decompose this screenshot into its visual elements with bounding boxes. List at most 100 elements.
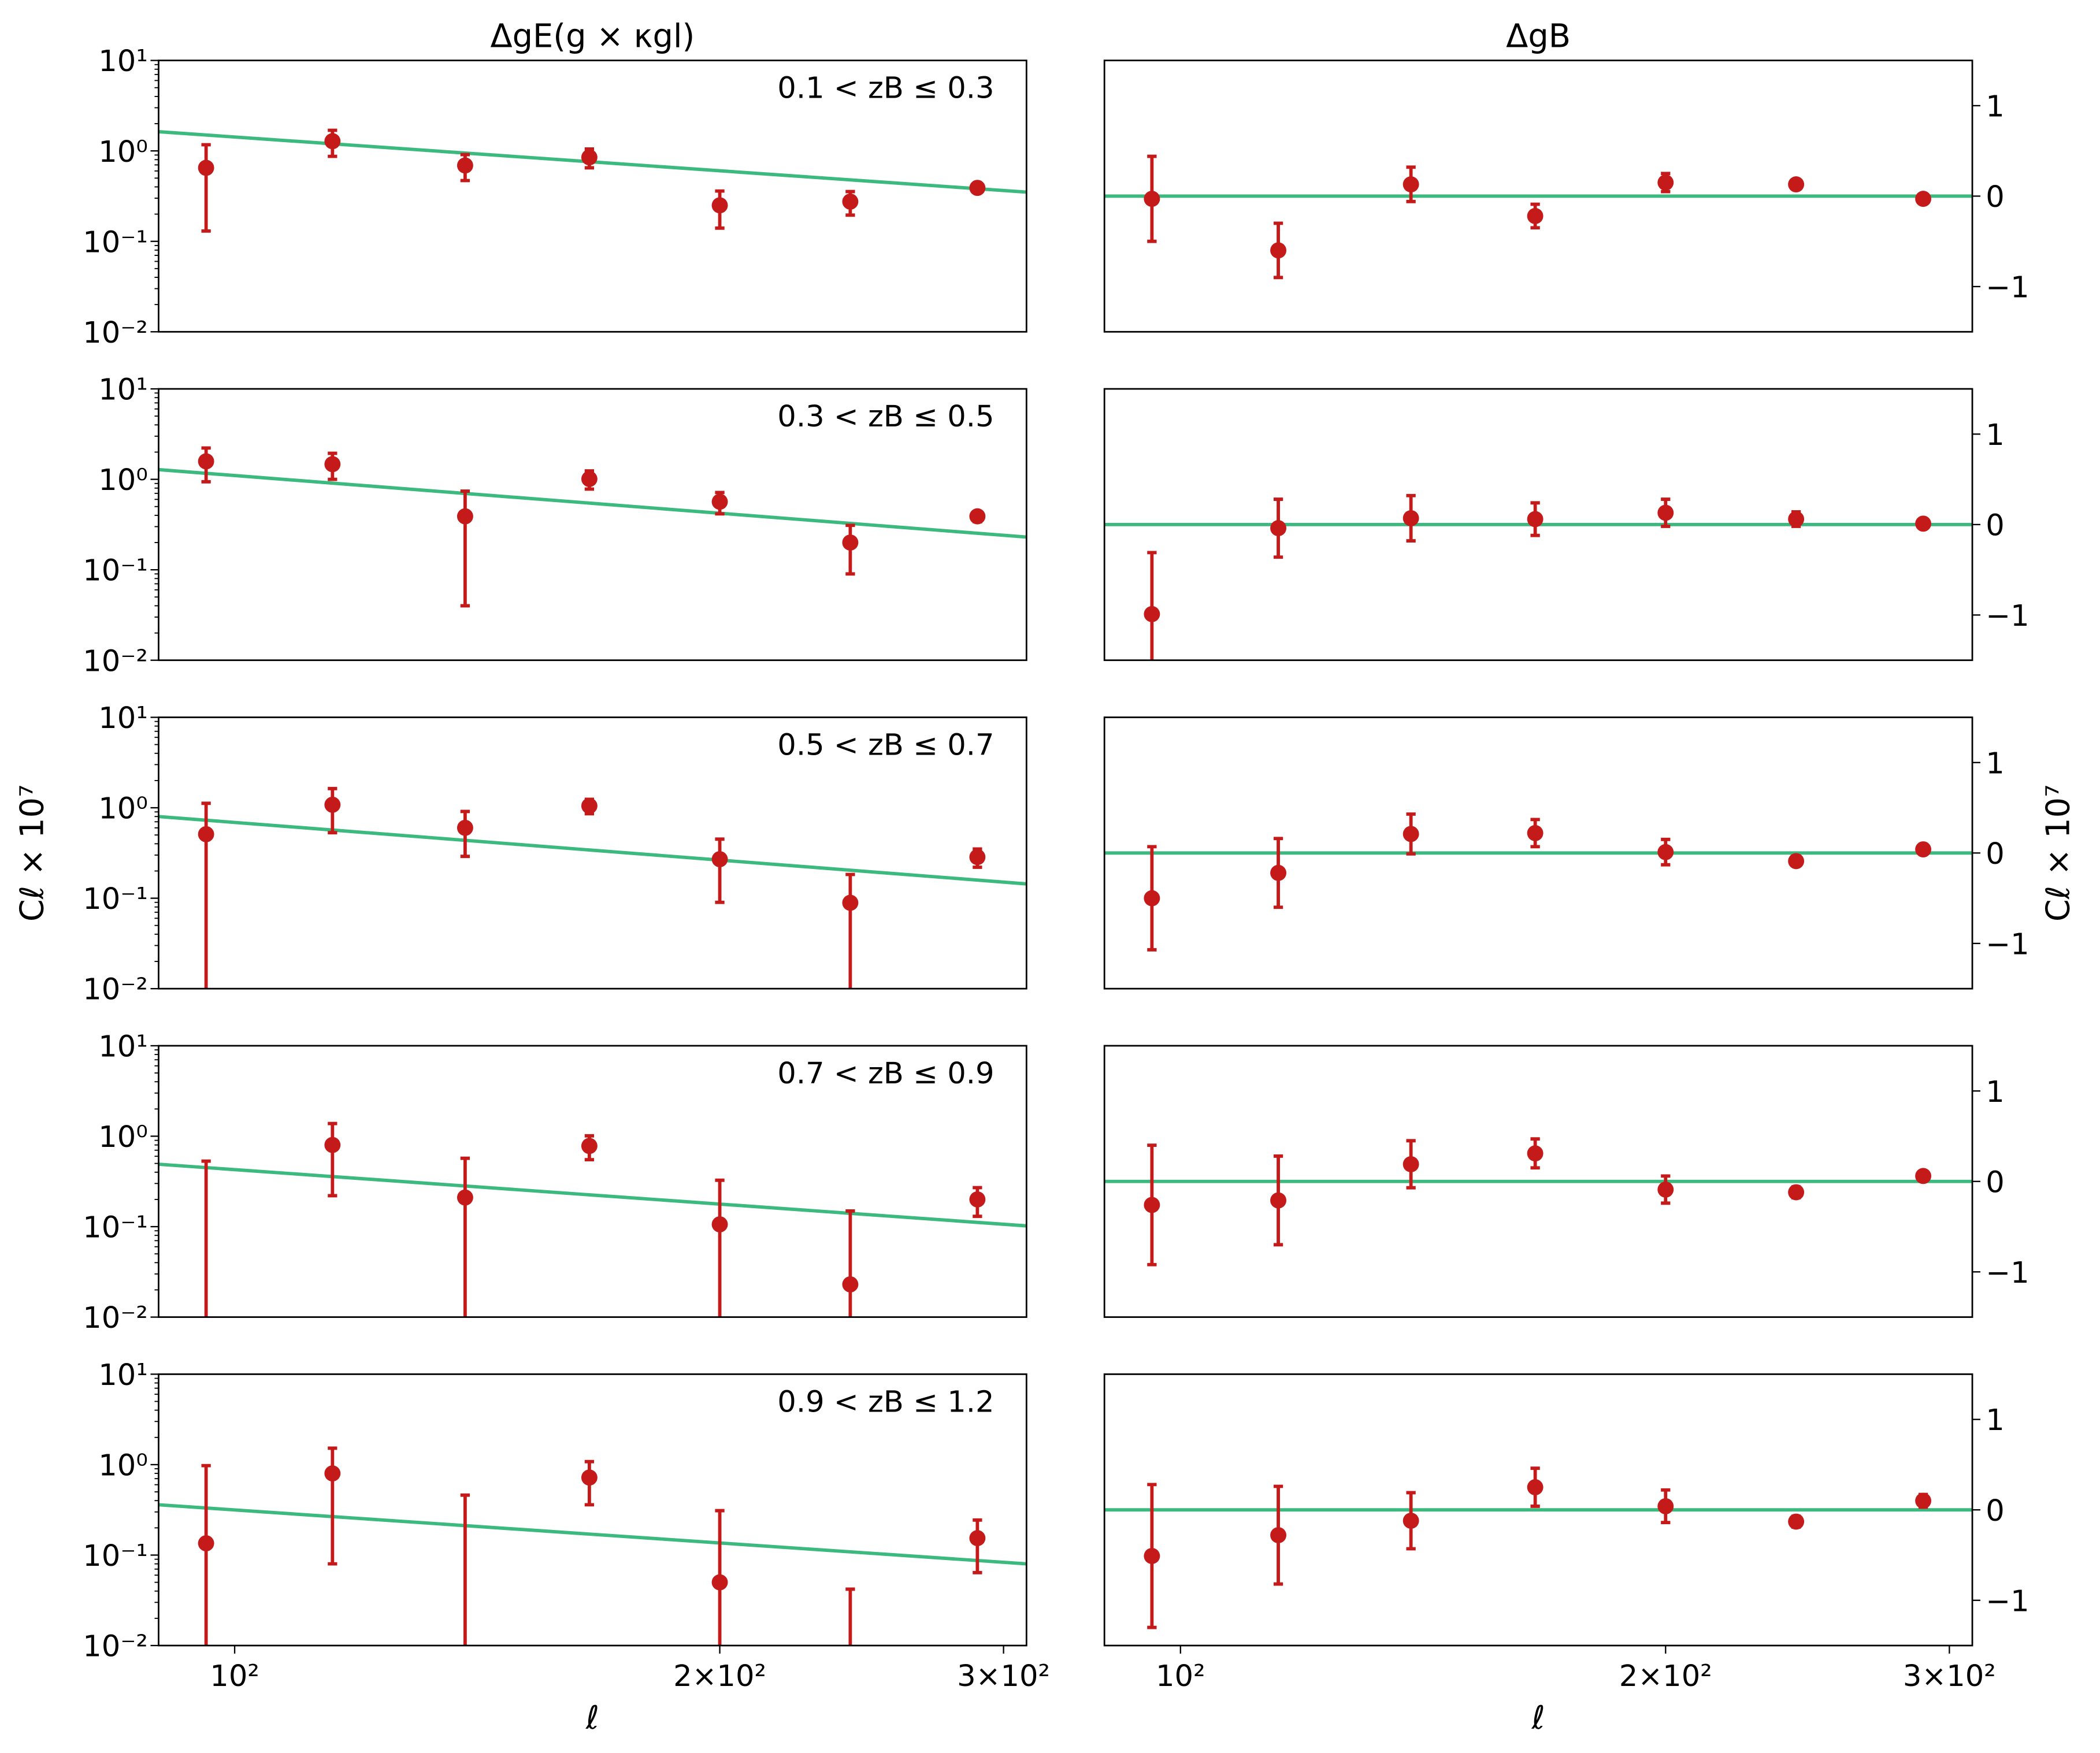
bin-label: 0.7 < zB ≤ 0.9 [777,1057,994,1091]
model-line [158,1163,1027,1228]
plot-area [158,1121,1027,1317]
y-tick-label: −1 [1986,1256,2029,1290]
data-point [1527,511,1544,528]
data-point [581,470,598,487]
data-point [1144,606,1160,622]
model-line [158,1503,1027,1566]
data-point [1270,1192,1287,1209]
data-point [842,1276,859,1293]
data-point [1788,1513,1805,1530]
y-axis-label: Cℓ × 10⁷ [2039,785,2077,922]
data-point [1403,1156,1419,1172]
y-tick-label: 0 [1986,180,2005,214]
data-point [1270,1527,1287,1543]
x-axis-label: ℓ [1531,1699,1545,1737]
y-tick-label: 10⁻¹ [83,882,148,916]
y-tick-label: 10⁰ [98,1120,148,1154]
data-point [457,508,473,525]
data-point [842,193,859,210]
data-point [1270,520,1287,537]
data-point [1657,844,1674,860]
y-tick-label: 10⁻² [83,1630,148,1664]
data-point [324,1465,341,1482]
data-point [1403,826,1419,842]
data-point [324,1137,341,1153]
data-point [711,1574,728,1591]
data-point [1788,1184,1805,1201]
data-point [198,826,214,842]
data-point [842,534,859,551]
data-point [1657,1181,1674,1198]
y-tick-label: 10⁰ [98,792,148,826]
data-point [1403,1513,1419,1529]
y-tick-label: −1 [1986,927,2029,961]
y-tick-label: 10¹ [98,701,148,736]
y-tick-label: −1 [1986,271,2029,305]
bin-label: 0.3 < zB ≤ 0.5 [777,400,994,434]
data-point [1270,242,1287,259]
frame [158,1045,1027,1318]
y-tick-label: −1 [1986,599,2029,633]
y-tick-label: 0 [1986,508,2005,543]
data-point [1144,1197,1160,1213]
data-point [457,1189,473,1206]
y-tick-label: 1 [1986,90,2005,124]
data-point [711,1216,728,1233]
data-point [1270,864,1287,881]
frame [158,1373,1027,1647]
data-point [324,456,341,473]
data-point [711,197,728,214]
frame [158,388,1027,662]
plot-area [158,128,1027,233]
y-tick-label: 0 [1986,837,2005,871]
data-point [457,819,473,836]
x-tick-label: 3×10² [1903,1659,1996,1693]
data-point [1657,1498,1674,1514]
y-tick-label: 1 [1986,418,2005,452]
y-tick-label: 10⁻¹ [83,1539,148,1573]
y-axis-label: Cℓ × 10⁷ [13,785,51,922]
y-tick-label: 10⁻² [83,973,148,1007]
x-tick-label: 10² [210,1659,259,1693]
x-tick-label: 3×10² [957,1659,1050,1693]
y-tick-label: 1 [1986,746,2005,781]
frame [158,60,1027,333]
data-point [1915,841,1932,858]
y-tick-label: 10⁰ [98,135,148,169]
y-tick-label: 10¹ [98,44,148,79]
data-point [324,796,341,813]
data-point [969,508,986,525]
data-point [1657,174,1674,191]
y-tick-label: 10⁻¹ [83,1211,148,1245]
x-axis-label: ℓ [585,1699,599,1737]
y-tick-label: 10⁻² [83,316,148,350]
data-point [457,157,473,174]
data-point [1527,1479,1544,1496]
data-point [581,149,598,166]
data-point [1403,176,1419,193]
x-tick-label: 10² [1156,1659,1205,1693]
plot-area [1104,1466,1973,1629]
frame [1103,1045,1973,1318]
data-point [581,797,598,814]
data-point [1527,207,1544,224]
data-point [711,493,728,510]
data-point [1657,504,1674,521]
data-point [1144,191,1160,207]
y-tick-label: 10⁻¹ [83,554,148,588]
y-tick-label: 10⁰ [98,1449,148,1483]
data-point [1915,515,1932,532]
data-point [198,453,214,470]
plot-area [158,446,1027,608]
data-point [969,180,986,196]
frame [1103,388,1973,662]
frame [1103,60,1973,333]
y-tick-label: 1 [1986,1075,2005,1109]
data-point [1915,191,1932,207]
data-point [969,849,986,866]
data-point [198,1535,214,1552]
bin-label: 0.9 < zB ≤ 1.2 [777,1385,994,1419]
plot-area [158,786,1027,989]
y-tick-label: 10¹ [98,1358,148,1392]
